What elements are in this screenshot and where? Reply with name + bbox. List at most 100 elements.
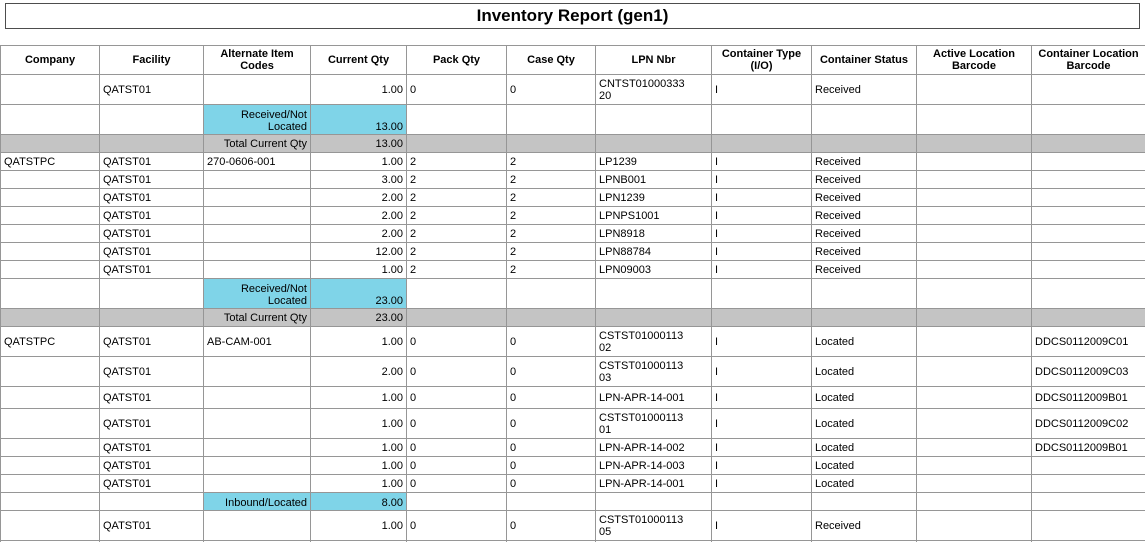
cell-active <box>916 456 1032 475</box>
cell-facility <box>99 308 204 327</box>
cell-qty: 1.00 <box>310 456 407 475</box>
cell-lpn: LP1239 <box>595 152 712 171</box>
cell-cstatus <box>811 278 917 309</box>
lpn-value: LPN-APR-14-001 <box>599 391 685 404</box>
table-row: QATST01 3.00 2 2 LPNB001 I Received <box>0 170 1145 189</box>
cell-ctype: I <box>711 386 812 409</box>
cell-company <box>0 104 100 135</box>
subtotal-row: Received/Not Located 13.00 <box>0 104 1145 135</box>
column-header-facility: Facility <box>99 45 204 75</box>
cell-lpn: LPNB001 <box>595 170 712 189</box>
cell-alt <box>203 408 311 439</box>
cell-ctype: I <box>711 456 812 475</box>
cell-facility: QATST01 <box>99 408 204 439</box>
table-row: QATST01 2.00 2 2 LPNPS1001 I Received <box>0 206 1145 225</box>
cell-active <box>916 188 1032 207</box>
cell-cstatus: Received <box>811 224 917 243</box>
cell-cstatus: Received <box>811 260 917 279</box>
cell-company <box>0 408 100 439</box>
cell-pack: 0 <box>406 386 507 409</box>
cell-ctype: I <box>711 188 812 207</box>
cell-lpn <box>595 134 712 153</box>
subtotal-qty: 8.00 <box>310 492 407 511</box>
cell-alt <box>203 170 311 189</box>
lpn-value: CSTST0100011301 <box>599 411 684 436</box>
cell-lpn: LPN-APR-14-001 <box>595 474 712 493</box>
cell-active <box>916 438 1032 457</box>
cell-qty: 1.00 <box>310 408 407 439</box>
subtotal-row: Received/Not Located 23.00 <box>0 278 1145 309</box>
cell-cstatus: Located <box>811 438 917 457</box>
cell-company <box>0 170 100 189</box>
cell-lpn <box>595 278 712 309</box>
table-row: QATST01 1.00 0 0 LPN-APR-14-002 I Located DDCS0… <box>0 438 1145 457</box>
cell-ctype: I <box>711 408 812 439</box>
cell-cloc <box>1031 188 1145 207</box>
table-row: QATSTPC QATST01 AB-CAM-001 1.00 0 0 CSTST01000… <box>0 326 1145 357</box>
cell-case <box>506 308 596 327</box>
cell-company <box>0 278 100 309</box>
lpn-value: CSTST0100011305 <box>599 513 684 538</box>
cell-cloc <box>1031 224 1145 243</box>
lpn-value: LPNPS1001 <box>599 209 660 222</box>
cell-qty: 2.00 <box>310 224 407 243</box>
cell-pack <box>406 104 507 135</box>
cell-qty: 1.00 <box>310 510 407 541</box>
cell-alt <box>203 242 311 261</box>
cell-qty: 3.00 <box>310 170 407 189</box>
cell-facility: QATST01 <box>99 74 204 105</box>
cell-alt <box>203 356 311 387</box>
cell-cloc: DDCS0112009B01 <box>1031 438 1145 457</box>
cell-case <box>506 492 596 511</box>
cell-case: 0 <box>506 408 596 439</box>
lpn-value: LPN88784 <box>599 245 651 258</box>
cell-pack: 0 <box>406 456 507 475</box>
table-header: Company Facility Alternate Item Codes Curre… <box>0 45 1145 75</box>
subtotal-qty: 23.00 <box>310 278 407 309</box>
cell-lpn: LPN-APR-14-003 <box>595 456 712 475</box>
cell-cstatus <box>811 104 917 135</box>
cell-active <box>916 74 1032 105</box>
cell-company: QATSTPC <box>0 152 100 171</box>
cell-case <box>506 104 596 135</box>
cell-qty: 1.00 <box>310 438 407 457</box>
cell-pack <box>406 134 507 153</box>
cell-cloc: DDCS0112009B01 <box>1031 386 1145 409</box>
table-row: QATST01 1.00 0 0 LPN-APR-14-001 I Located <box>0 474 1145 493</box>
cell-active <box>916 474 1032 493</box>
cell-lpn: CSTST0100011302 <box>595 326 712 357</box>
cell-case: 2 <box>506 224 596 243</box>
cell-cstatus: Located <box>811 356 917 387</box>
cell-cloc <box>1031 152 1145 171</box>
cell-alt <box>203 206 311 225</box>
column-header-cstatus: Container Status <box>811 45 917 75</box>
cell-alt <box>203 510 311 541</box>
cell-facility: QATST01 <box>99 456 204 475</box>
cell-alt <box>203 386 311 409</box>
cell-pack <box>406 308 507 327</box>
cell-cloc <box>1031 104 1145 135</box>
cell-lpn: LPN8918 <box>595 224 712 243</box>
cell-cstatus <box>811 492 917 511</box>
cell-qty: 2.00 <box>310 206 407 225</box>
lpn-value: LP1239 <box>599 155 637 168</box>
cell-company <box>0 74 100 105</box>
cell-cloc: DDCS0112009C02 <box>1031 408 1145 439</box>
cell-qty: 12.00 <box>310 242 407 261</box>
cell-cloc <box>1031 134 1145 153</box>
cell-qty: 1.00 <box>310 326 407 357</box>
report-title: Inventory Report (gen1) <box>5 3 1140 29</box>
cell-active <box>916 260 1032 279</box>
cell-pack: 0 <box>406 356 507 387</box>
cell-facility: QATST01 <box>99 326 204 357</box>
subtotal-label: Received/Not Located <box>203 278 311 309</box>
cell-cstatus: Located <box>811 386 917 409</box>
cell-active <box>916 134 1032 153</box>
cell-active <box>916 224 1032 243</box>
cell-cloc <box>1031 206 1145 225</box>
cell-facility: QATST01 <box>99 152 204 171</box>
cell-active <box>916 308 1032 327</box>
table-row: QATST01 1.00 0 0 CSTST0100011305 I Received <box>0 510 1145 541</box>
cell-case <box>506 278 596 309</box>
cell-company: QATSTPC <box>0 326 100 357</box>
